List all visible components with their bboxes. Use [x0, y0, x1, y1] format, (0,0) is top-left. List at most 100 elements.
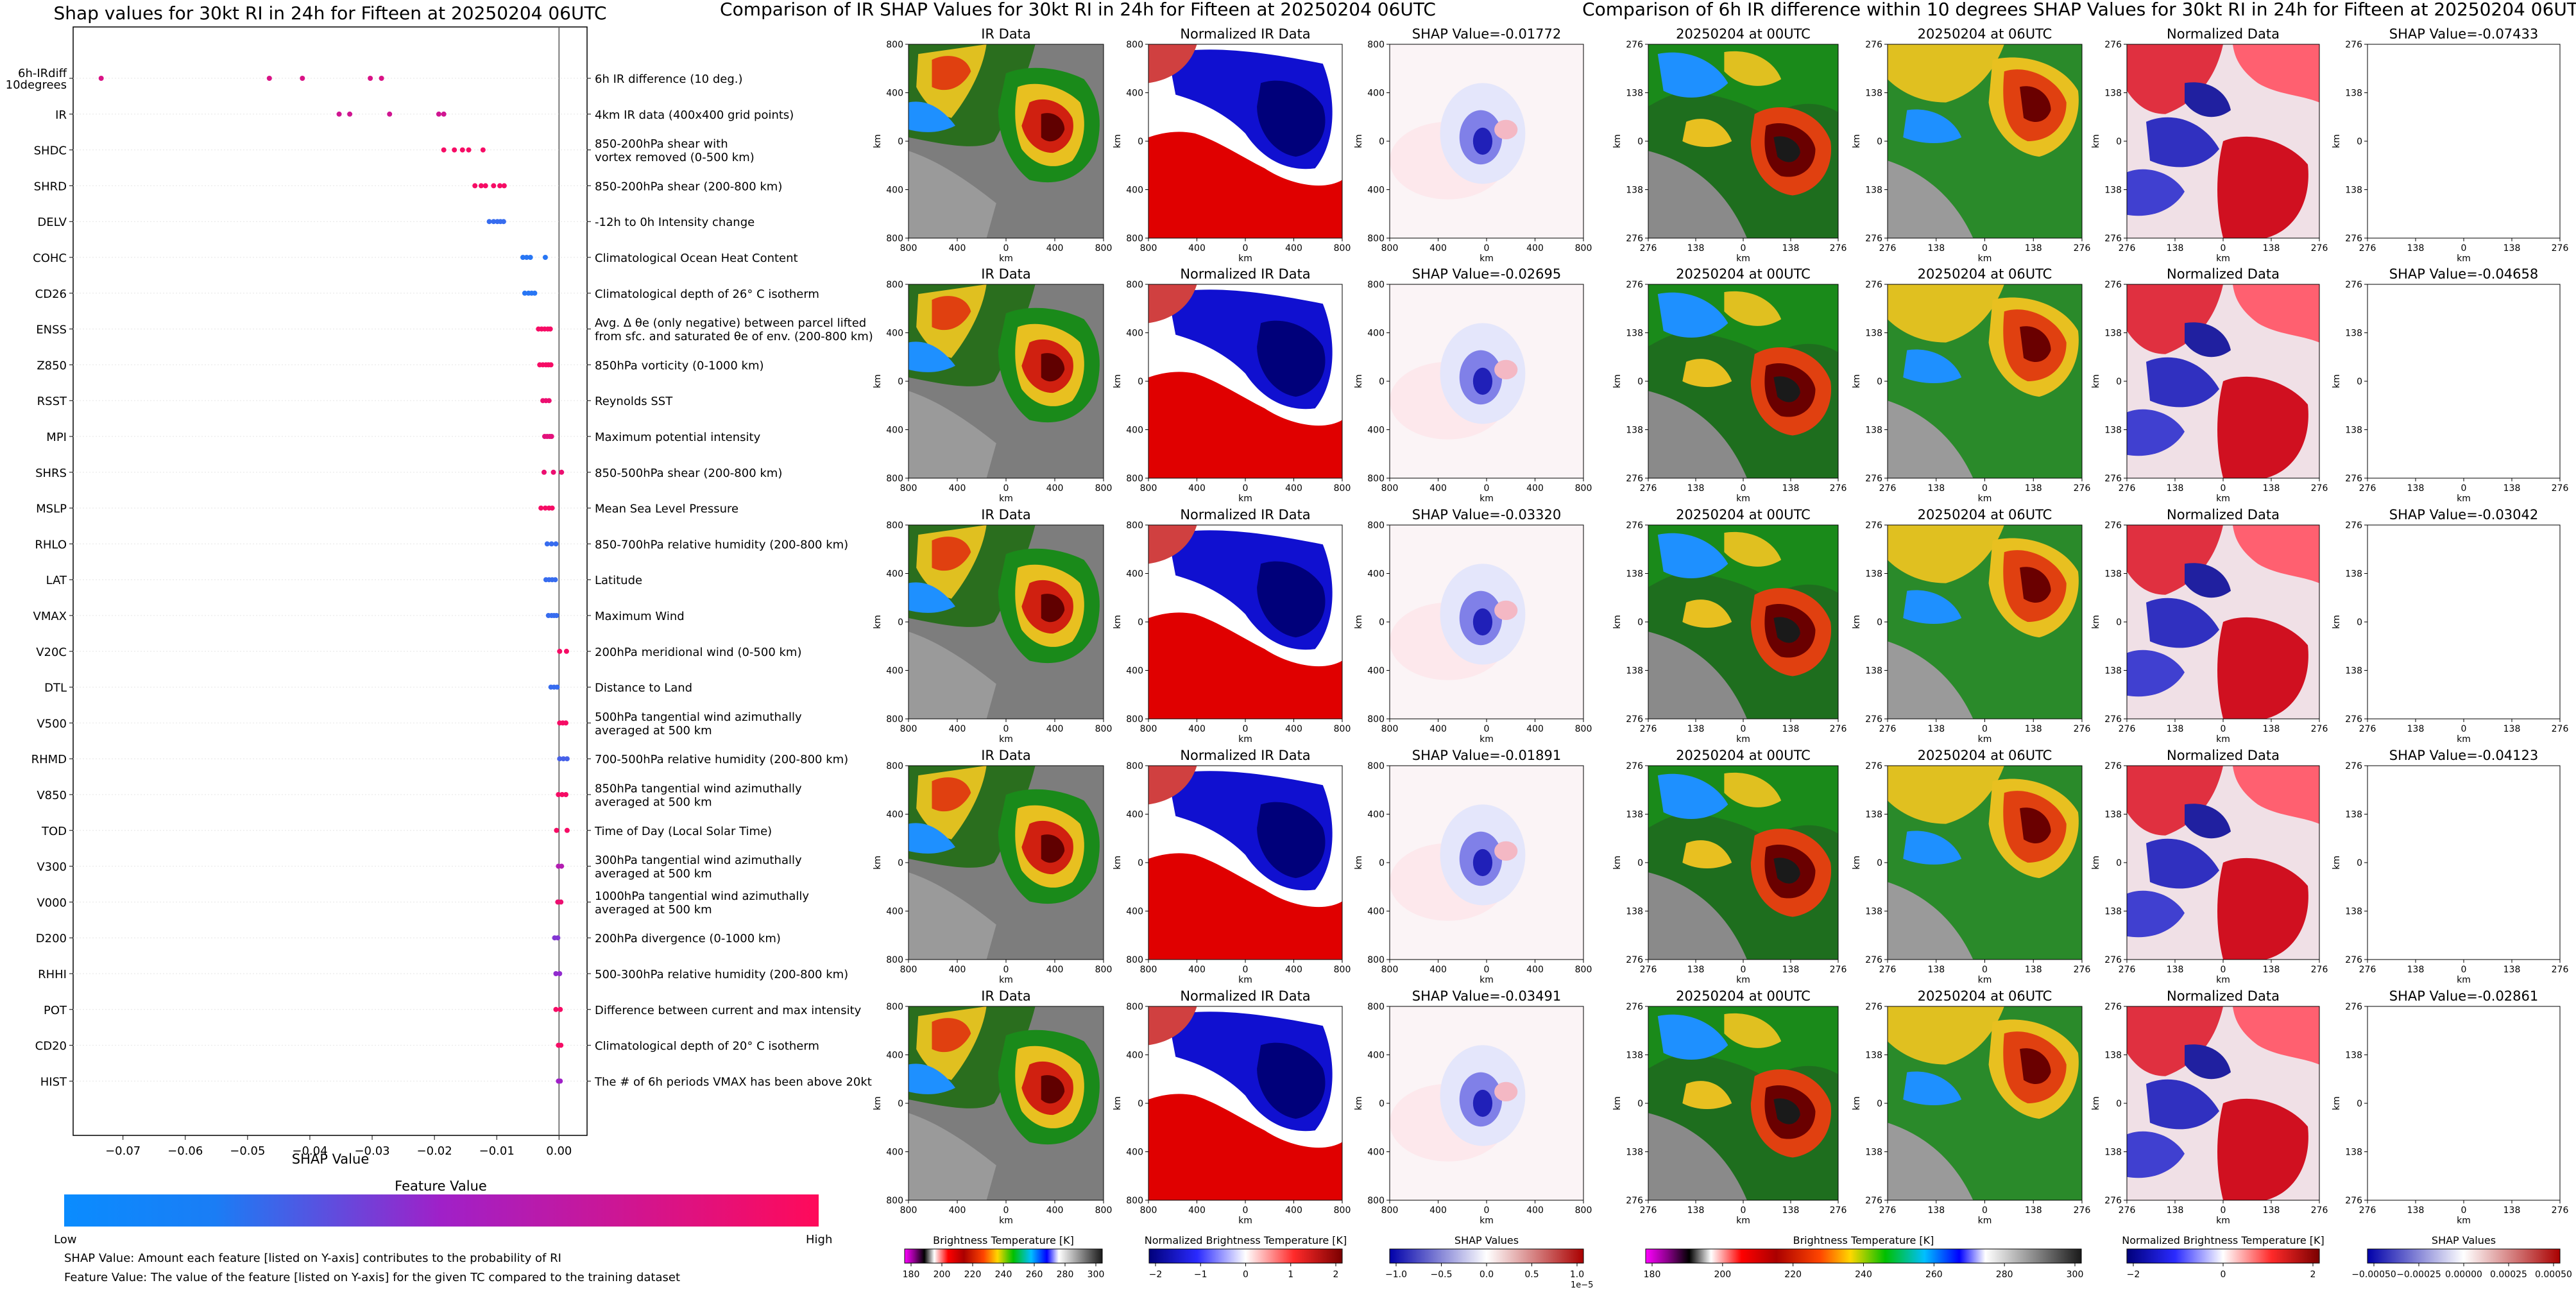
- x-axis-label: km: [1238, 734, 1252, 745]
- x-tick-label: 400: [1285, 724, 1302, 734]
- y-tick-label: 0: [898, 617, 903, 628]
- colorbar-tick-label: 0.0: [1480, 1270, 1494, 1280]
- colorbar-label: SHAP Values: [1454, 1234, 1519, 1246]
- x-tick-label: 400: [1188, 243, 1206, 254]
- y-tick-label: 276: [1865, 761, 1882, 771]
- colorbar-tick-label: 200: [934, 1270, 951, 1280]
- x-tick-label: 138: [2025, 483, 2042, 494]
- feature-description: Climatological Ocean Heat Content: [595, 252, 798, 265]
- x-tick-label: 400: [1526, 965, 1544, 975]
- y-axis-label: km: [1612, 1096, 1623, 1110]
- feature-code-label: IR: [55, 108, 67, 122]
- y-tick-label: 138: [2104, 185, 2122, 196]
- y-tick-label: 0: [1877, 137, 1882, 147]
- y-tick-label: 800: [1367, 1002, 1385, 1012]
- feature-description: 850-500hPa shear (200-800 km): [595, 467, 782, 480]
- shap-map: [1389, 1006, 1584, 1201]
- y-tick-label: 138: [2345, 666, 2362, 676]
- x-tick-label: 276: [1879, 724, 1897, 734]
- feature-code-label: DTL: [44, 682, 67, 695]
- y-tick-label: 138: [1626, 810, 1643, 820]
- x-tick-label: 800: [1334, 483, 1351, 494]
- x-axis-label: km: [1978, 1216, 1992, 1226]
- shap-point: [553, 541, 559, 547]
- subplot-title: SHAP Value=-0.04658: [2389, 266, 2539, 282]
- y-tick-label: 0: [2116, 617, 2122, 628]
- x-tick-label: 276: [2359, 483, 2376, 494]
- x-tick-label: 0: [1741, 1205, 1746, 1216]
- shap-point: [559, 792, 565, 797]
- shap-point: [549, 505, 555, 511]
- x-tick-label: 0: [1003, 483, 1009, 494]
- ir-image: [908, 44, 1104, 239]
- y-tick-label: 138: [2104, 1051, 2122, 1061]
- subplot-title: 20250204 at 06UTC: [1918, 748, 2052, 763]
- y-tick-label: 276: [1865, 234, 1882, 244]
- feature-description: 200hPa meridional wind (0-500 km): [595, 646, 801, 659]
- ir-00utc-image: [1648, 765, 1839, 960]
- feature-description: 300hPa tangential wind azimuthally averag…: [595, 854, 802, 881]
- x-tick-label: 400: [1188, 724, 1206, 734]
- y-tick-label: 800: [1126, 1002, 1143, 1012]
- y-tick-label: 800: [1126, 40, 1143, 50]
- y-tick-label: 400: [1367, 185, 1385, 196]
- chart-title: Shap values for 30kt RI in 24h for Fifte…: [53, 3, 606, 24]
- x-tick-label: 400: [949, 724, 966, 734]
- x-tick-label: 138: [2407, 1205, 2425, 1216]
- x-tick-label: 800: [1381, 1205, 1399, 1216]
- x-tick-label: 0: [1741, 243, 1746, 254]
- y-axis-label: km: [2091, 134, 2101, 148]
- subplot-title: SHAP Value=-0.03042: [2389, 507, 2539, 522]
- y-tick-label: 400: [886, 1051, 903, 1061]
- y-tick-label: 400: [886, 185, 903, 196]
- y-tick-label: 276: [1626, 1002, 1643, 1012]
- y-tick-label: 800: [1126, 1196, 1143, 1206]
- colorbar-tick-label: 1.0: [1570, 1270, 1584, 1280]
- x-tick-label: 0: [2221, 965, 2226, 975]
- x-tick-label: 0: [1003, 1205, 1009, 1216]
- subplot-title: SHAP Value=-0.03320: [1412, 507, 1562, 522]
- y-axis-label: km: [873, 856, 883, 870]
- x-tick-label: 800: [1095, 965, 1113, 975]
- x-tick-label: 0: [2461, 243, 2467, 254]
- y-axis-label: km: [2091, 615, 2101, 629]
- y-tick-label: 276: [2345, 1002, 2362, 1012]
- ir-00utc-image: [1648, 284, 1839, 479]
- bt-colorbar: [904, 1248, 1103, 1264]
- shap-point: [459, 147, 465, 153]
- colorbar-tick-label: 300: [1088, 1270, 1105, 1280]
- feature-code-label: ENSS: [36, 323, 67, 337]
- y-tick-label: 400: [1126, 569, 1143, 580]
- x-tick-label: 138: [2503, 243, 2521, 254]
- subplot-title: SHAP Value=-0.01772: [1412, 26, 1562, 42]
- y-axis-label: km: [1852, 856, 1862, 870]
- y-tick-label: 138: [2104, 810, 2122, 820]
- y-tick-label: 400: [1367, 1148, 1385, 1158]
- x-tick-label: 138: [2503, 965, 2521, 975]
- x-tick-label: 138: [2025, 965, 2042, 975]
- shap-point: [556, 792, 561, 797]
- y-axis-label: km: [873, 615, 883, 629]
- x-tick-label: 0: [1243, 243, 1249, 254]
- x-tick-label: 0: [1243, 724, 1249, 734]
- y-tick-label: 138: [2345, 810, 2362, 820]
- colorbar-tick-label: 180: [903, 1270, 920, 1280]
- feature-code-label: D200: [36, 932, 67, 945]
- colorbar-tick-label: 260: [1925, 1270, 1943, 1280]
- y-axis-label: km: [1354, 374, 1364, 388]
- x-axis-label: km: [2457, 734, 2471, 745]
- x-tick-label: 0: [1243, 1205, 1249, 1216]
- x-tick-label: 400: [949, 243, 966, 254]
- y-tick-label: 800: [1367, 474, 1385, 484]
- shap-point: [552, 577, 558, 583]
- colorbar-tick-label: −0.5: [1431, 1270, 1453, 1280]
- shap-point: [491, 219, 497, 225]
- feature-description: 1000hPa tangential wind azimuthally avera…: [595, 890, 809, 917]
- x-tick-label: 800: [1381, 483, 1399, 494]
- feature-description: 850hPa tangential wind azimuthally averag…: [595, 782, 802, 809]
- y-tick-label: 138: [1865, 666, 1882, 676]
- x-tick-label: 276: [1830, 965, 1847, 975]
- y-tick-label: 276: [2345, 474, 2362, 484]
- normalized-diff-image: [2126, 44, 2320, 239]
- x-tick-label: 800: [1140, 243, 1157, 254]
